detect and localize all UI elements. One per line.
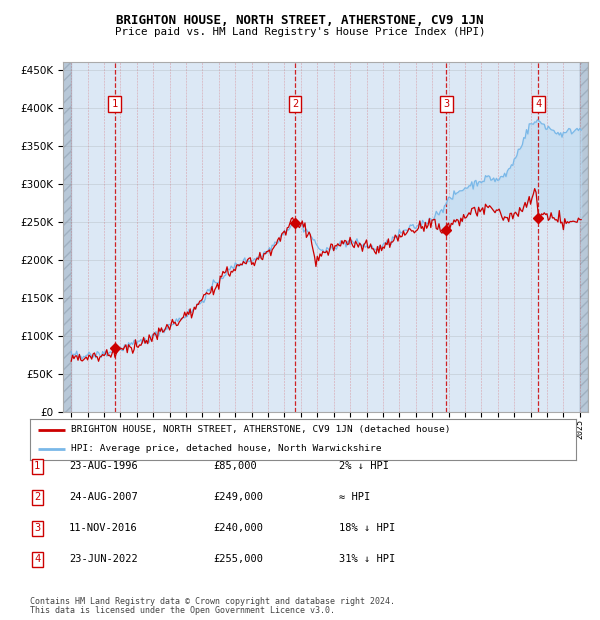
Text: 1: 1: [112, 99, 118, 109]
Text: 18% ↓ HPI: 18% ↓ HPI: [339, 523, 395, 533]
Text: Price paid vs. HM Land Registry's House Price Index (HPI): Price paid vs. HM Land Registry's House …: [115, 27, 485, 37]
Text: £249,000: £249,000: [213, 492, 263, 502]
Text: 2% ↓ HPI: 2% ↓ HPI: [339, 461, 389, 471]
Text: 23-AUG-1996: 23-AUG-1996: [69, 461, 138, 471]
Text: BRIGHTON HOUSE, NORTH STREET, ATHERSTONE, CV9 1JN: BRIGHTON HOUSE, NORTH STREET, ATHERSTONE…: [116, 14, 484, 27]
Text: Contains HM Land Registry data © Crown copyright and database right 2024.: Contains HM Land Registry data © Crown c…: [30, 597, 395, 606]
Text: 24-AUG-2007: 24-AUG-2007: [69, 492, 138, 502]
Text: £240,000: £240,000: [213, 523, 263, 533]
Text: £85,000: £85,000: [213, 461, 257, 471]
Text: 2: 2: [34, 492, 40, 502]
Text: 4: 4: [34, 554, 40, 564]
Text: 2: 2: [292, 99, 298, 109]
Text: 31% ↓ HPI: 31% ↓ HPI: [339, 554, 395, 564]
Text: 1: 1: [34, 461, 40, 471]
Text: HPI: Average price, detached house, North Warwickshire: HPI: Average price, detached house, Nort…: [71, 445, 382, 453]
Text: 23-JUN-2022: 23-JUN-2022: [69, 554, 138, 564]
Text: ≈ HPI: ≈ HPI: [339, 492, 370, 502]
Text: BRIGHTON HOUSE, NORTH STREET, ATHERSTONE, CV9 1JN (detached house): BRIGHTON HOUSE, NORTH STREET, ATHERSTONE…: [71, 425, 451, 434]
Text: 3: 3: [443, 99, 449, 109]
Text: 3: 3: [34, 523, 40, 533]
Text: 11-NOV-2016: 11-NOV-2016: [69, 523, 138, 533]
Text: £255,000: £255,000: [213, 554, 263, 564]
Text: This data is licensed under the Open Government Licence v3.0.: This data is licensed under the Open Gov…: [30, 606, 335, 615]
Text: 4: 4: [535, 99, 542, 109]
